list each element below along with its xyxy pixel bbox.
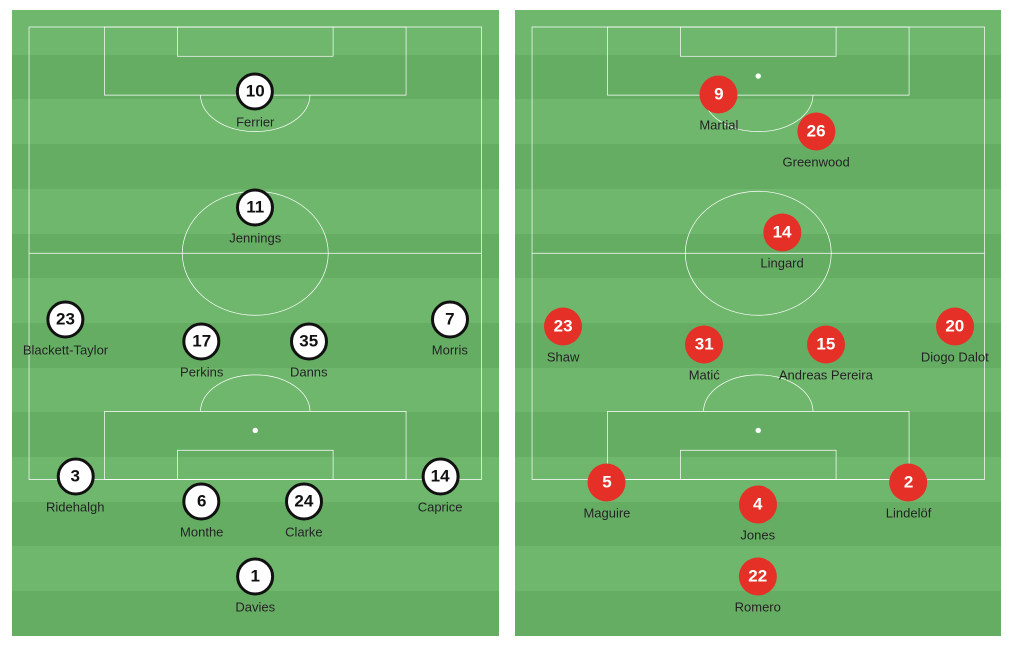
pitch-lines	[12, 10, 499, 497]
pitch-lines	[515, 10, 1002, 497]
pitch-left: 10Ferrier11Jennings23Blackett-Taylor17Pe…	[12, 10, 499, 636]
pitch-right: 9Martial26Greenwood14Lingard23Shaw31Mati…	[515, 10, 1002, 636]
lineup-stage: 10Ferrier11Jennings23Blackett-Taylor17Pe…	[0, 0, 1013, 648]
